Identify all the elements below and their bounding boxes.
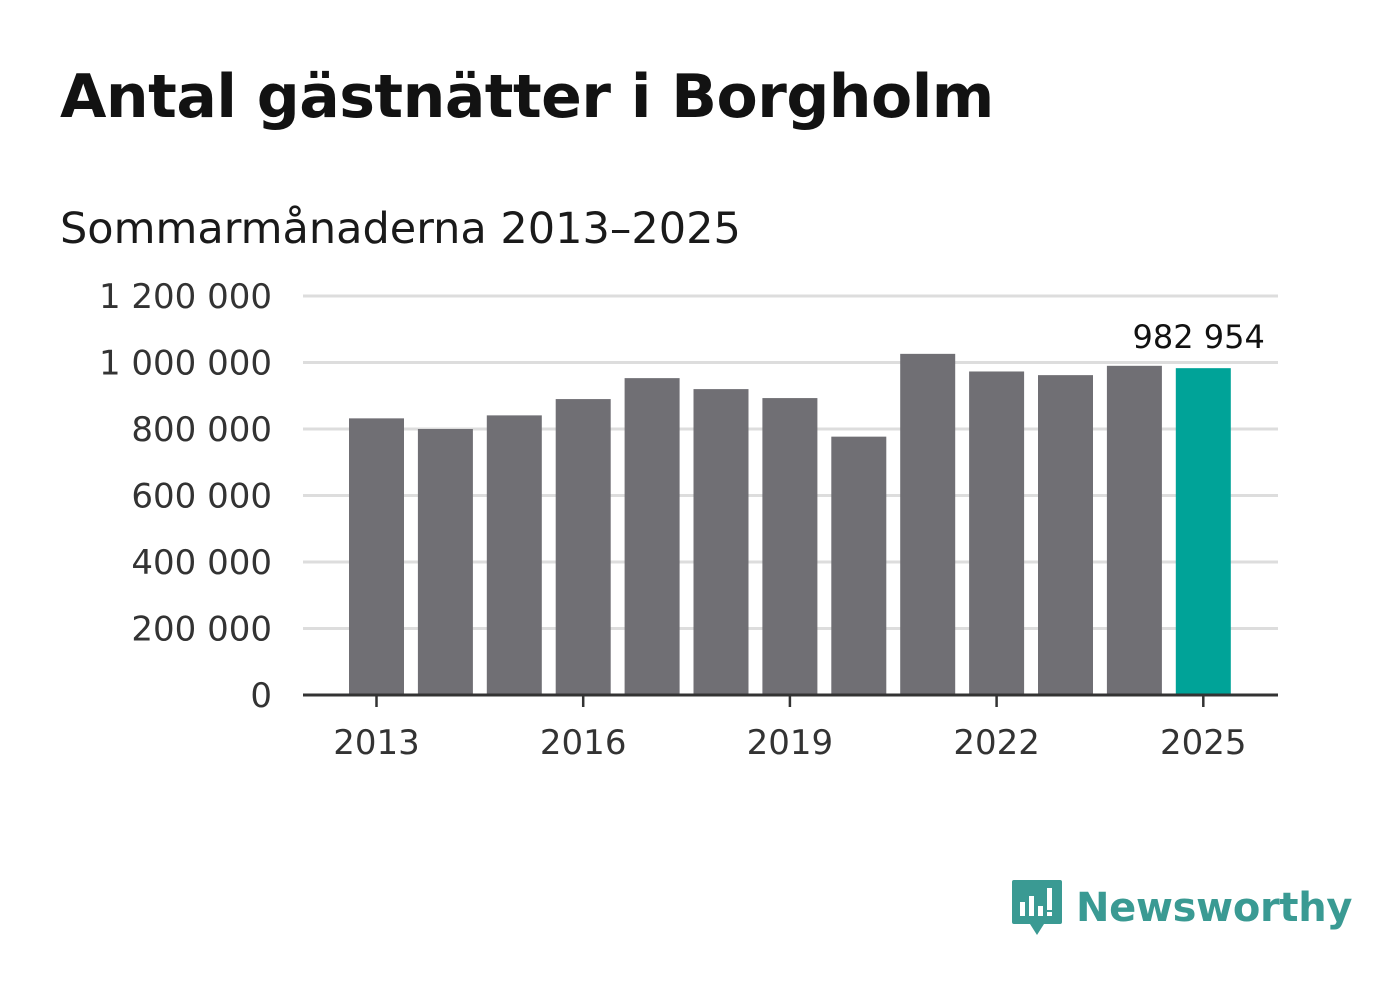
x-tick-label: 2013 [333, 723, 420, 763]
bar-2018 [693, 389, 749, 695]
brand-name: Newsworthy [1076, 885, 1353, 931]
newsworthy-logo: Newsworthy [1010, 878, 1353, 938]
bar-2015 [486, 415, 542, 695]
chart-title: Antal gästnätter i Borgholm [60, 62, 994, 132]
chart-subtitle: Sommarmånaderna 2013–2025 [60, 204, 741, 254]
y-axis-ticks: 0 200 000 400 000 600 000 800 000 1 000 000 1 … [99, 277, 272, 716]
bars [349, 353, 1231, 695]
newsworthy-bar-chart-icon [1012, 880, 1062, 935]
bar-2019 [762, 398, 818, 695]
bar-2014 [417, 429, 473, 695]
x-tick-label: 2019 [747, 723, 834, 763]
y-tick-label: 0 [250, 676, 272, 716]
bar-2025 [1175, 368, 1231, 695]
x-tick-label: 2016 [540, 723, 627, 763]
bar-2021 [900, 353, 956, 695]
data-labels: 982 954 [1132, 318, 1264, 356]
y-tick-label: 200 000 [131, 610, 272, 650]
bar-2016 [555, 399, 611, 695]
bar-2017 [624, 378, 680, 695]
y-tick-label: 400 000 [131, 543, 272, 583]
bar-2024 [1106, 365, 1162, 695]
x-tick-label: 2025 [1160, 723, 1247, 763]
bar-2013 [349, 418, 404, 695]
x-tick-label: 2022 [953, 723, 1040, 763]
y-tick-label: 800 000 [131, 410, 272, 450]
x-axis-ticks: 2013 2016 2019 2022 2025 [333, 695, 1247, 763]
bar-2022 [969, 371, 1025, 695]
bar-2023 [1038, 375, 1093, 695]
bar-2020 [831, 436, 887, 695]
y-tick-label: 1 200 000 [99, 277, 272, 317]
y-tick-label: 600 000 [131, 477, 272, 517]
highlight-data-label: 982 954 [1132, 318, 1264, 356]
y-tick-label: 1 000 000 [99, 344, 272, 384]
